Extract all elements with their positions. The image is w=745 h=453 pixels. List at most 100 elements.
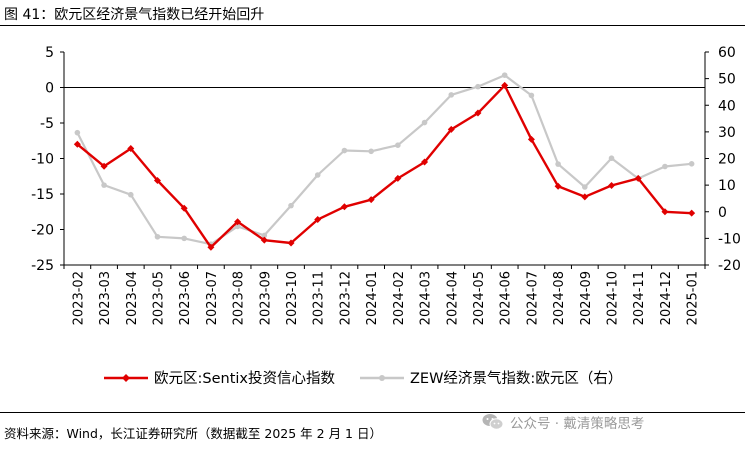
sentix-data-point — [608, 181, 616, 189]
watermark-text: 公众号 · 戴清策略思考 — [510, 416, 645, 432]
x-tick-label: 2024-09 — [579, 271, 594, 325]
y-right-tick-label: 40 — [718, 98, 736, 114]
x-tick-label: 2024-02 — [392, 271, 407, 325]
y-right-tick-label: -10 — [718, 231, 741, 247]
x-tick-label: 2023-07 — [205, 271, 220, 325]
x-tick-label: 2024-05 — [472, 271, 487, 325]
sentix-data-point — [581, 193, 589, 201]
sentix-data-point — [527, 135, 535, 143]
sentix-data-point — [661, 208, 669, 216]
y-left-tick-label: 0 — [45, 81, 54, 97]
zew-data-point — [448, 92, 455, 98]
y-right-tick-label: 10 — [718, 178, 736, 194]
x-tick-label: 2024-08 — [552, 271, 567, 325]
x-tick-label: 2023-03 — [98, 271, 113, 325]
zew-legend-marker — [379, 375, 385, 381]
zew-data-point — [421, 119, 428, 126]
zew-data-point — [395, 142, 401, 148]
x-tick-label: 2024-01 — [365, 271, 380, 325]
x-tick-label: 2023-04 — [125, 271, 140, 325]
source-note: 资料来源：Wind，长江证券研究所（数据截至 2025 年 2 月 1 日） — [4, 426, 382, 441]
zew-legend-label: ZEW经济景气指数:欧元区（右） — [410, 370, 622, 387]
x-tick-label: 2023-11 — [312, 271, 327, 325]
watermark: 公众号 · 戴清策略思考 — [482, 412, 644, 432]
y-left-tick-label: -15 — [31, 187, 54, 203]
sentix-data-point — [501, 81, 509, 89]
y-left-tick-label: -5 — [40, 116, 54, 132]
y-right-tick-label: 20 — [718, 152, 736, 168]
x-tick-label: 2023-08 — [232, 271, 247, 325]
zew-data-point — [154, 233, 161, 240]
sentix-legend-label: 欧元区:Sentix投资信心指数 — [154, 370, 335, 387]
sentix-data-point — [394, 174, 402, 182]
y-left-tick-label: 5 — [45, 45, 54, 61]
zew-data-point — [501, 72, 508, 78]
wechat-icon — [482, 414, 504, 430]
sentix-legend-marker — [122, 374, 130, 382]
title-divider — [0, 25, 745, 26]
zew-data-point — [288, 202, 294, 209]
y-left-tick-label: -10 — [31, 152, 54, 168]
sentix-data-point — [340, 203, 348, 211]
zew-data-point — [555, 161, 561, 167]
sentix-data-point — [314, 216, 322, 224]
x-tick-label: 2024-12 — [659, 271, 674, 325]
sentix-data-point — [474, 109, 482, 117]
zew-data-point — [74, 129, 81, 136]
sentix-data-point — [634, 174, 642, 182]
zew-data-point — [662, 163, 668, 170]
sentix-data-point — [447, 125, 455, 133]
x-tick-label: 2025-01 — [686, 271, 701, 325]
x-tick-label: 2023-05 — [151, 271, 166, 325]
zew-data-point — [368, 148, 374, 155]
chart-axes: 50-5-10-15-20-256050403020100-10-202023-… — [31, 45, 741, 325]
sentix-data-point — [688, 209, 696, 217]
zew-series-line — [76, 74, 692, 246]
y-right-tick-label: 60 — [718, 45, 736, 61]
zew-data-point — [181, 235, 187, 242]
x-tick-label: 2024-10 — [606, 271, 621, 325]
zew-data-point — [234, 223, 241, 230]
zew-data-point — [314, 172, 321, 178]
sentix-data-point — [234, 218, 242, 226]
sentix-data-point — [100, 162, 108, 170]
zew-data-point — [688, 161, 695, 167]
x-tick-label: 2024-11 — [632, 271, 647, 325]
x-tick-label: 2023-10 — [285, 271, 300, 325]
zew-data-point — [101, 182, 107, 188]
x-tick-label: 2024-03 — [419, 271, 434, 325]
sentix-data-point — [367, 196, 375, 204]
zew-data-point — [341, 147, 348, 154]
sentix-data-point — [153, 177, 161, 185]
sentix-data-point — [554, 182, 562, 190]
zew-data-point — [127, 191, 134, 198]
line-chart: 50-5-10-15-20-256050403020100-10-202023-… — [31, 45, 741, 387]
zew-data-point — [528, 92, 535, 99]
zew-data-point — [608, 155, 615, 162]
x-tick-label: 2024-04 — [445, 271, 460, 325]
y-right-tick-label: -20 — [718, 258, 741, 274]
zew-data-point — [261, 232, 268, 239]
sentix-data-point — [260, 236, 268, 244]
x-tick-label: 2024-06 — [499, 271, 514, 325]
sentix-data-point — [287, 239, 295, 247]
chart-legend: 欧元区:Sentix投资信心指数 ZEW经济景气指数:欧元区（右） — [104, 370, 622, 387]
x-tick-label: 2023-02 — [71, 271, 86, 325]
y-left-tick-label: -20 — [31, 223, 54, 239]
sentix-data-point — [73, 140, 81, 148]
sentix-data-point — [127, 145, 135, 153]
y-right-tick-label: 50 — [718, 72, 736, 88]
zew-data-point — [582, 184, 588, 190]
y-right-tick-label: 0 — [718, 205, 727, 221]
zew-data-point — [475, 83, 481, 90]
x-tick-label: 2024-07 — [525, 271, 540, 325]
x-tick-label: 2023-06 — [178, 271, 193, 325]
chart-series — [73, 72, 696, 251]
figure-title: 图 41：欧元区经济景气指数已经开始回升 — [4, 7, 265, 23]
x-tick-label: 2023-12 — [338, 271, 353, 325]
sentix-series-line — [76, 84, 692, 249]
x-tick-label: 2023-09 — [258, 271, 273, 325]
y-left-tick-label: -25 — [31, 258, 54, 274]
footer-divider — [0, 412, 745, 413]
y-right-tick-label: 30 — [718, 125, 736, 141]
